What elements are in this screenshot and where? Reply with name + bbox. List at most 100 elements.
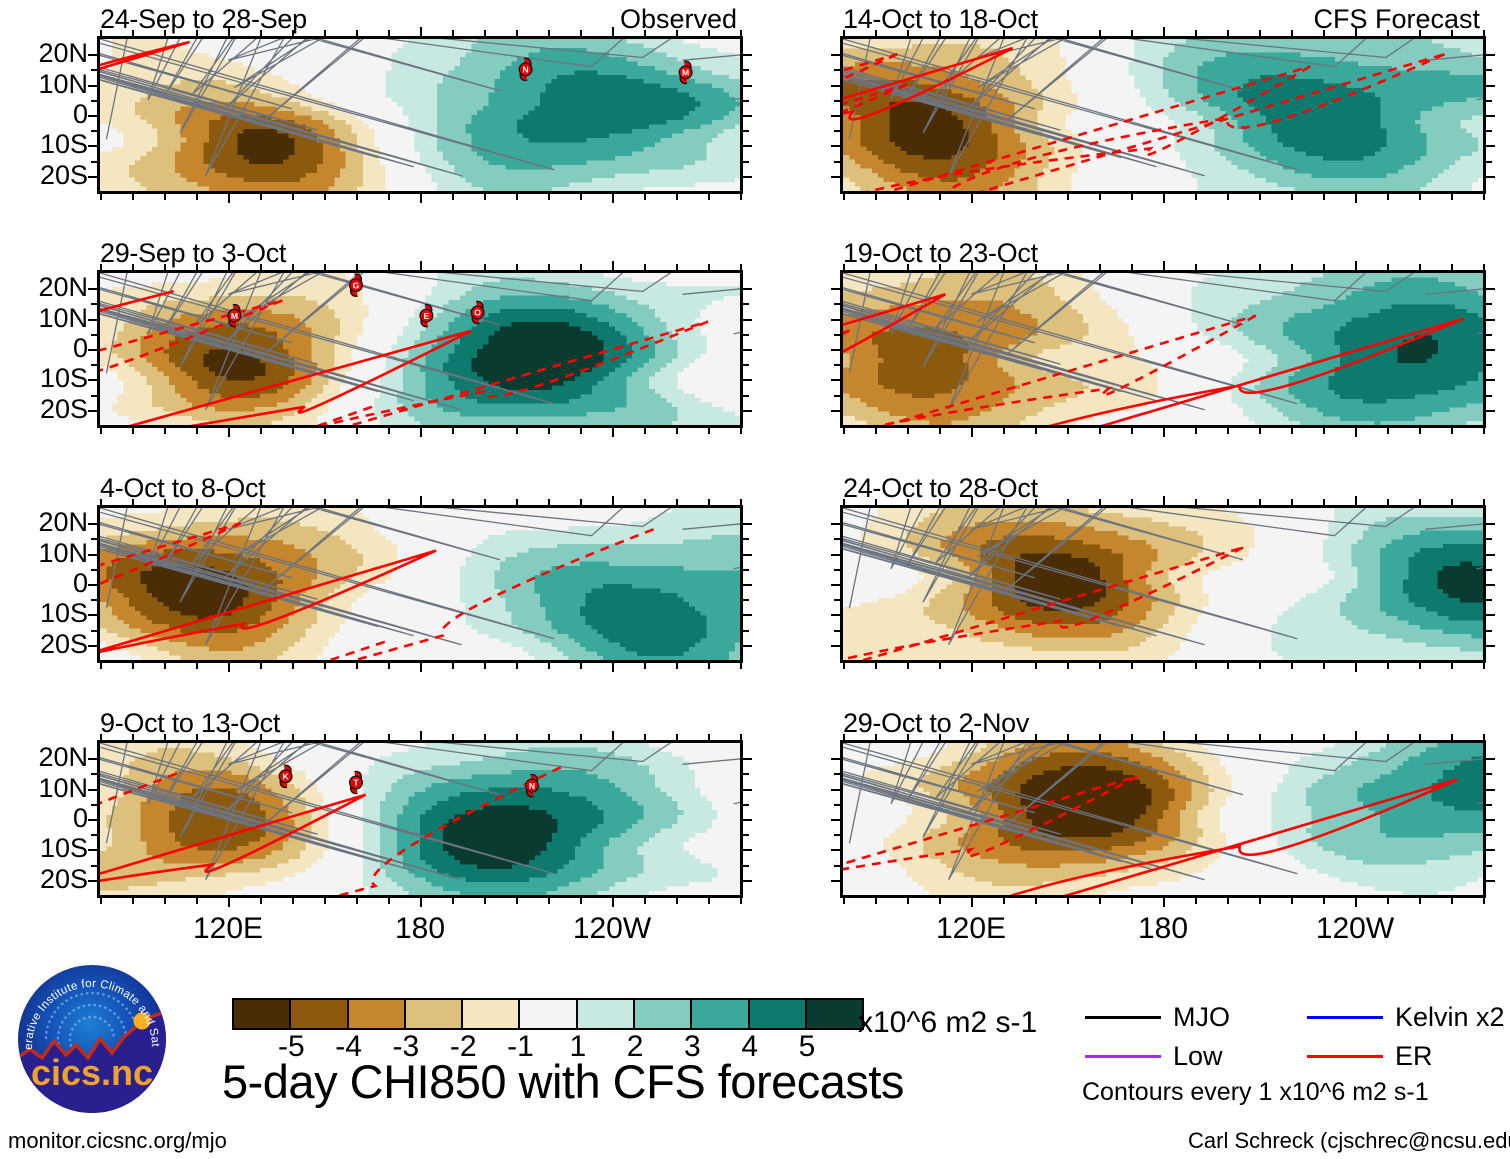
tropical-cyclone-marker: T	[348, 770, 364, 795]
x-tick-bottom	[875, 663, 877, 669]
colorbar-tick-label: -1	[507, 1030, 534, 1063]
er-contour	[843, 775, 1139, 871]
y-tick-left	[834, 538, 840, 541]
y-tick-left	[91, 69, 97, 72]
x-tick-top	[100, 734, 102, 740]
y-tick-right	[743, 175, 752, 178]
x-tick-bottom	[420, 194, 422, 203]
y-tick-right	[743, 864, 749, 867]
y-tick-right	[1486, 864, 1492, 867]
x-tick-bottom	[939, 898, 941, 904]
colorbar-tick-label: 5	[798, 1030, 816, 1063]
panel-title-3: 4-Oct to 8-Oct	[100, 473, 266, 503]
x-tick-top	[516, 499, 518, 505]
x-tick-top	[1451, 499, 1453, 505]
y-axis-label: 0	[72, 99, 88, 129]
legend-line-kelvin-x2	[1307, 1016, 1383, 1019]
contour-band	[1305, 743, 1483, 865]
x-tick-bottom	[644, 663, 646, 669]
x-tick-bottom	[164, 663, 166, 669]
contour-band	[100, 516, 364, 660]
x-tick-bottom	[1259, 663, 1261, 669]
x-tick-bottom	[1419, 663, 1421, 669]
y-tick-left	[834, 568, 840, 571]
x-tick-top	[100, 499, 102, 505]
x-tick-bottom	[1355, 428, 1357, 437]
y-tick-left	[88, 523, 97, 526]
contour-band	[957, 743, 1193, 869]
y-tick-left	[88, 758, 97, 761]
x-tick-bottom	[1227, 428, 1229, 434]
y-tick-right	[743, 409, 752, 412]
storm-label: M	[231, 311, 238, 321]
y-tick-right	[743, 614, 752, 617]
y-axis-label: 10N	[38, 537, 88, 568]
y-tick-right	[743, 318, 752, 321]
x-tick-bottom	[1195, 663, 1197, 669]
y-axis-label: 0	[72, 333, 88, 363]
x-axis-label: 120W	[572, 912, 652, 945]
x-tick-top	[740, 734, 742, 740]
y-tick-left	[88, 288, 97, 291]
x-tick-bottom	[907, 898, 909, 904]
y-tick-right	[1486, 84, 1495, 87]
y-tick-right	[1486, 584, 1495, 586]
x-tick-top	[708, 30, 710, 36]
contour-band	[397, 769, 644, 895]
contour-band	[237, 128, 295, 165]
x-tick-bottom	[644, 428, 646, 434]
contour-band	[1283, 277, 1483, 425]
contour-band	[437, 39, 740, 191]
contour-band	[1328, 304, 1483, 404]
x-tick-bottom	[1035, 663, 1037, 669]
x-tick-top	[843, 264, 845, 270]
er-contour	[876, 314, 1257, 425]
y-tick-right	[743, 84, 752, 87]
x-tick-top	[1291, 30, 1293, 36]
x-tick-bottom	[484, 663, 486, 669]
y-tick-right	[743, 599, 749, 602]
x-tick-bottom	[1355, 194, 1357, 203]
x-tick-top	[580, 499, 582, 505]
y-tick-left	[831, 758, 840, 761]
x-tick-top	[452, 734, 454, 740]
x-tick-top	[452, 264, 454, 270]
y-tick-right	[1486, 538, 1492, 541]
x-tick-bottom	[1387, 898, 1389, 904]
x-tick-bottom	[907, 428, 909, 434]
x-tick-bottom	[292, 663, 294, 669]
x-tick-top	[1419, 264, 1421, 270]
x-tick-top	[356, 734, 358, 740]
y-tick-left	[831, 614, 840, 617]
y-tick-right	[1486, 644, 1495, 647]
x-tick-top	[132, 499, 134, 505]
x-tick-bottom	[548, 194, 550, 200]
x-tick-top	[1003, 30, 1005, 36]
y-tick-right	[743, 54, 752, 57]
y-tick-right	[1486, 288, 1495, 291]
y-tick-left	[831, 379, 840, 382]
x-tick-bottom	[452, 428, 454, 434]
x-tick-bottom	[228, 194, 230, 203]
figure-main-title: 5-day CHI850 with CFS forecasts	[222, 1055, 904, 1108]
x-tick-bottom	[843, 898, 845, 904]
colorbar-swatch-2	[348, 1000, 406, 1028]
y-axis-label: 20N	[38, 272, 88, 303]
legend-label-er: ER	[1395, 1041, 1433, 1071]
x-tick-bottom	[612, 663, 614, 672]
x-tick-top	[388, 499, 390, 505]
contour-band	[380, 747, 684, 895]
y-tick-right	[1486, 409, 1495, 412]
er-contour	[350, 528, 655, 660]
legend-line-low	[1085, 1055, 1161, 1058]
x-tick-bottom	[356, 898, 358, 904]
x-tick-top	[260, 30, 262, 36]
x-tick-bottom	[1131, 663, 1133, 669]
x-tick-top	[1195, 30, 1197, 36]
column-label-cfs-forecast: CFS Forecast	[1313, 4, 1480, 34]
x-tick-bottom	[1419, 898, 1421, 904]
colorbar-swatch-3	[405, 1000, 464, 1028]
y-tick-right	[1486, 99, 1492, 102]
contour-band	[174, 101, 347, 191]
